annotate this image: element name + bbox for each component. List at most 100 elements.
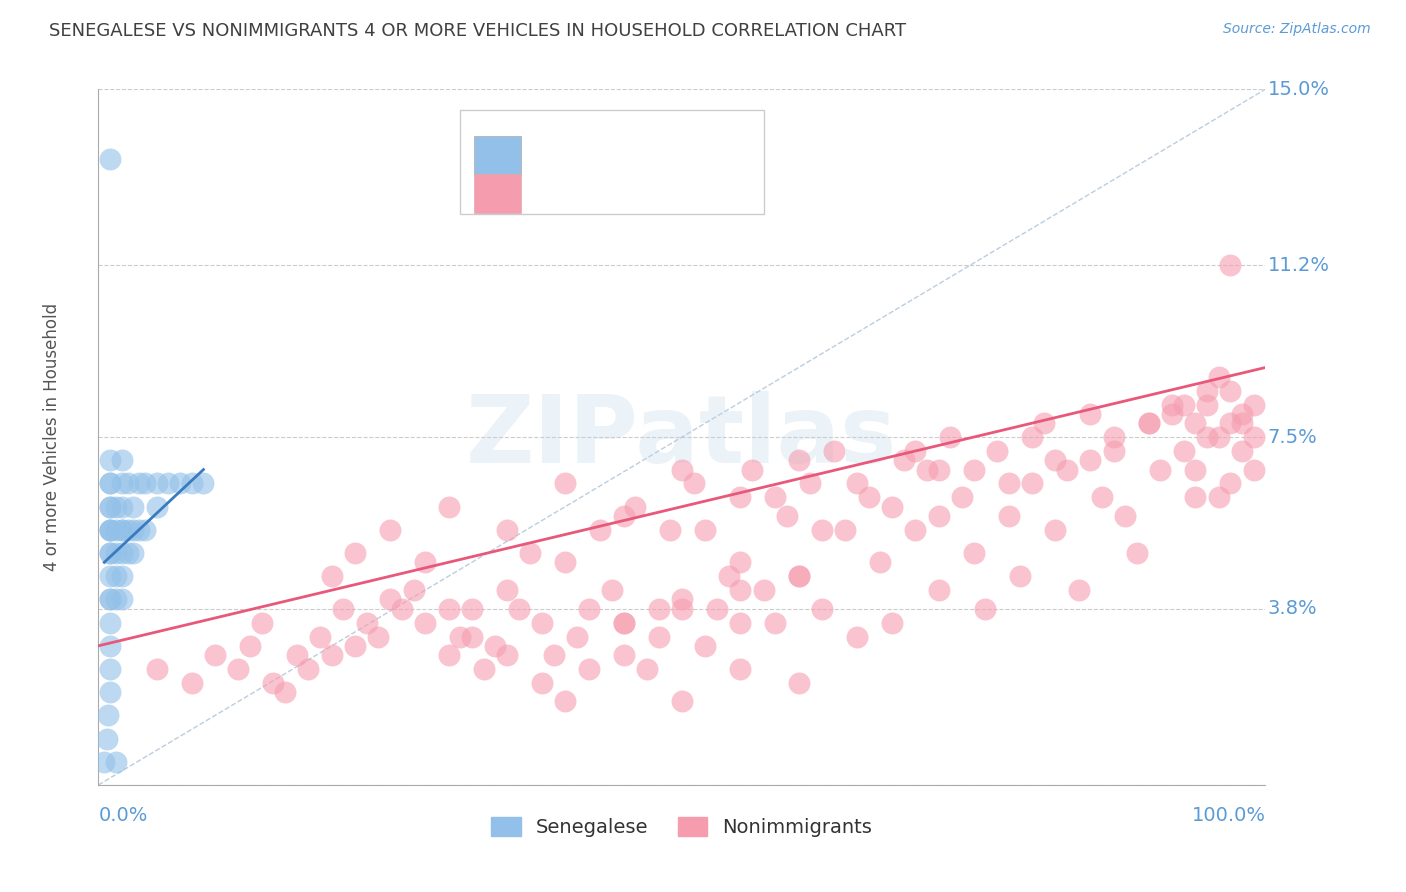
Point — [1010, 569, 1032, 583]
Text: N =: N = — [655, 146, 695, 164]
Point — [1184, 462, 1206, 476]
Point — [974, 601, 997, 615]
Point — [986, 444, 1008, 458]
Text: 0.0%: 0.0% — [98, 805, 148, 825]
Point — [1184, 416, 1206, 430]
Point — [104, 500, 127, 514]
Point — [157, 476, 180, 491]
Text: 0.469: 0.469 — [585, 185, 643, 202]
Point — [613, 648, 636, 662]
Text: 4 or more Vehicles in Household: 4 or more Vehicles in Household — [42, 303, 60, 571]
Point — [1219, 259, 1241, 273]
Point — [437, 500, 460, 514]
Text: 0.087: 0.087 — [585, 146, 643, 164]
Point — [763, 491, 786, 505]
Point — [519, 546, 541, 560]
Point — [146, 500, 169, 514]
Text: R =: R = — [534, 146, 574, 164]
Point — [880, 615, 903, 630]
Point — [1161, 398, 1184, 412]
Point — [472, 662, 495, 676]
Point — [1067, 583, 1090, 598]
Point — [134, 523, 156, 537]
Point — [204, 648, 226, 662]
Point — [262, 676, 284, 690]
Point — [613, 508, 636, 523]
Point — [1173, 398, 1195, 412]
Point — [1161, 407, 1184, 421]
Point — [682, 476, 704, 491]
Point — [741, 462, 763, 476]
Text: SENEGALESE VS NONIMMIGRANTS 4 OR MORE VEHICLES IN HOUSEHOLD CORRELATION CHART: SENEGALESE VS NONIMMIGRANTS 4 OR MORE VE… — [49, 22, 907, 40]
Point — [93, 755, 115, 769]
Point — [846, 630, 869, 644]
Point — [332, 601, 354, 615]
Point — [962, 546, 984, 560]
Point — [146, 662, 169, 676]
Point — [1230, 407, 1253, 421]
Point — [250, 615, 273, 630]
Point — [104, 755, 127, 769]
Point — [1102, 430, 1125, 444]
Text: 51: 51 — [699, 146, 731, 164]
Point — [1114, 508, 1136, 523]
Point — [98, 523, 121, 537]
Point — [799, 476, 821, 491]
Point — [554, 694, 576, 708]
Point — [128, 523, 150, 537]
Point — [98, 662, 121, 676]
Point — [111, 569, 134, 583]
Point — [997, 476, 1019, 491]
Point — [104, 569, 127, 583]
Point — [98, 569, 121, 583]
Point — [717, 569, 740, 583]
Point — [98, 152, 121, 166]
Point — [1184, 491, 1206, 505]
Point — [915, 462, 938, 476]
Point — [496, 583, 519, 598]
Point — [146, 476, 169, 491]
Point — [1137, 416, 1160, 430]
Point — [134, 476, 156, 491]
Text: 147: 147 — [699, 185, 737, 202]
Point — [752, 583, 775, 598]
Point — [111, 546, 134, 560]
Point — [98, 615, 121, 630]
Point — [117, 523, 139, 537]
Point — [1021, 430, 1043, 444]
Point — [98, 546, 121, 560]
Point — [787, 453, 810, 467]
Point — [763, 615, 786, 630]
Text: R =: R = — [534, 185, 574, 202]
Point — [530, 615, 553, 630]
Point — [98, 639, 121, 653]
Point — [695, 523, 717, 537]
Point — [730, 555, 752, 569]
Point — [695, 639, 717, 653]
Point — [285, 648, 308, 662]
Point — [297, 662, 319, 676]
Text: 15.0%: 15.0% — [1268, 79, 1330, 99]
Point — [730, 615, 752, 630]
Point — [309, 630, 332, 644]
Point — [624, 500, 647, 514]
Point — [1149, 462, 1171, 476]
Point — [461, 630, 484, 644]
Point — [787, 569, 810, 583]
Point — [228, 662, 250, 676]
Point — [600, 583, 623, 598]
Point — [169, 476, 191, 491]
Point — [671, 462, 693, 476]
Point — [1173, 444, 1195, 458]
Point — [402, 583, 425, 598]
Text: N =: N = — [655, 185, 695, 202]
Point — [449, 630, 471, 644]
Point — [1056, 462, 1078, 476]
Point — [98, 500, 121, 514]
Point — [1045, 523, 1067, 537]
Point — [97, 708, 120, 723]
Text: 100.0%: 100.0% — [1191, 805, 1265, 825]
Point — [1195, 398, 1218, 412]
Point — [997, 508, 1019, 523]
Point — [122, 546, 145, 560]
